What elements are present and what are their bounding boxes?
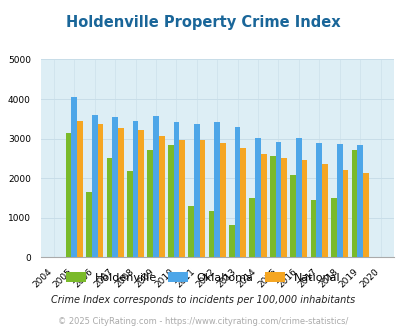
Text: Crime Index corresponds to incidents per 100,000 inhabitants: Crime Index corresponds to incidents per…: [51, 295, 354, 305]
Bar: [173, 122, 179, 257]
Bar: [106, 158, 112, 257]
Bar: [179, 140, 185, 257]
Bar: [97, 124, 103, 257]
Bar: [77, 121, 83, 257]
Bar: [147, 150, 153, 257]
Bar: [295, 138, 301, 257]
Bar: [290, 176, 295, 257]
Bar: [281, 158, 286, 257]
Bar: [220, 143, 225, 257]
Bar: [118, 128, 124, 257]
Bar: [330, 198, 336, 257]
Bar: [255, 138, 260, 257]
Bar: [71, 97, 77, 257]
Bar: [167, 145, 173, 257]
Bar: [234, 127, 240, 257]
Bar: [132, 121, 138, 257]
Bar: [249, 198, 255, 257]
Bar: [269, 156, 275, 257]
Bar: [194, 124, 199, 257]
Bar: [158, 136, 164, 257]
Legend: Holdenville, Oklahoma, National: Holdenville, Oklahoma, National: [61, 268, 344, 287]
Bar: [342, 170, 347, 257]
Bar: [351, 150, 356, 257]
Bar: [153, 116, 158, 257]
Bar: [301, 160, 307, 257]
Bar: [86, 192, 92, 257]
Bar: [356, 145, 362, 257]
Text: © 2025 CityRating.com - https://www.cityrating.com/crime-statistics/: © 2025 CityRating.com - https://www.city…: [58, 317, 347, 326]
Bar: [321, 164, 327, 257]
Bar: [214, 121, 220, 257]
Bar: [199, 140, 205, 257]
Bar: [275, 142, 281, 257]
Bar: [138, 130, 144, 257]
Text: Holdenville Property Crime Index: Holdenville Property Crime Index: [66, 15, 339, 30]
Bar: [362, 173, 368, 257]
Bar: [66, 133, 71, 257]
Bar: [260, 154, 266, 257]
Bar: [92, 115, 97, 257]
Bar: [240, 148, 245, 257]
Bar: [208, 212, 214, 257]
Bar: [336, 144, 342, 257]
Bar: [228, 225, 234, 257]
Bar: [127, 172, 132, 257]
Bar: [315, 143, 321, 257]
Bar: [188, 206, 194, 257]
Bar: [112, 117, 118, 257]
Bar: [310, 200, 315, 257]
